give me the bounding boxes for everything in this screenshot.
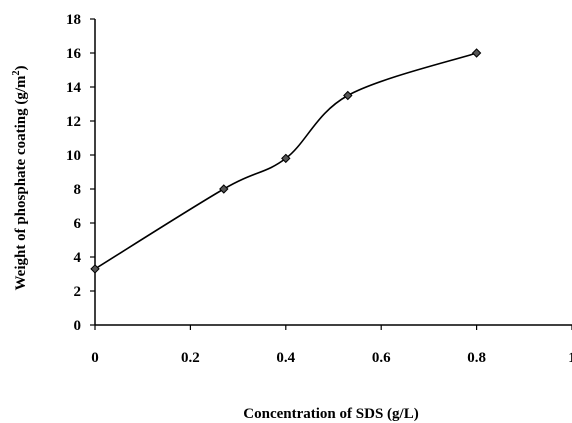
y-axis-title-superscript: 2 <box>11 70 22 75</box>
x-tick-label: 0.8 <box>467 350 486 366</box>
y-tick-label: 0 <box>74 318 82 334</box>
x-axis-ticks: 0 0.2 0.4 0.6 0.8 1 <box>91 325 572 366</box>
x-tick-label: 0.2 <box>181 350 200 366</box>
y-axis-ticks: 0 2 4 6 8 10 12 14 16 18 <box>66 12 95 334</box>
y-tick-label: 10 <box>66 148 81 164</box>
y-tick-label: 6 <box>74 216 82 232</box>
data-point-marker <box>281 153 291 164</box>
y-tick-label: 18 <box>66 12 81 28</box>
y-tick-label: 16 <box>66 46 82 62</box>
y-axis-title: Weight of phosphate coating (g/m2) <box>11 65 29 290</box>
x-tick-label: 0.4 <box>276 350 295 366</box>
x-tick-label: 1 <box>568 350 572 366</box>
data-point-marker <box>219 184 229 194</box>
y-tick-label: 4 <box>74 250 82 266</box>
data-markers <box>90 48 482 274</box>
y-tick-label: 12 <box>66 114 81 130</box>
x-tick-label: 0 <box>91 350 99 366</box>
x-axis-title: Concentration of SDS (g/L) <box>243 406 418 422</box>
chart-axes <box>94 19 572 326</box>
y-tick-label: 8 <box>74 182 82 198</box>
y-tick-label: 2 <box>74 284 82 300</box>
data-point-marker <box>343 90 353 101</box>
data-point-marker <box>90 264 100 274</box>
x-tick-label: 0.6 <box>372 350 391 366</box>
y-tick-label: 14 <box>66 80 82 96</box>
y-axis-title-close: ) <box>13 65 29 70</box>
data-point-marker <box>471 48 482 58</box>
y-axis-title-main: Weight of phosphate coating (g/m <box>13 75 29 291</box>
